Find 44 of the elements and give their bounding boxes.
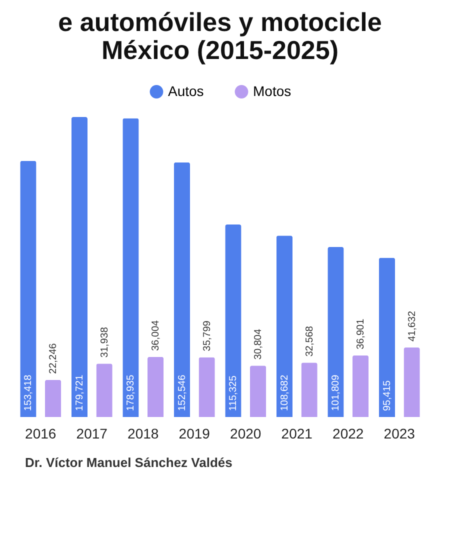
bar — [96, 364, 112, 417]
data-label: 31,938 — [99, 326, 110, 358]
data-label: 178,935 — [126, 374, 137, 411]
data-label: 179,721 — [74, 374, 86, 411]
bar — [328, 247, 344, 417]
data-label: 152,546 — [176, 374, 188, 411]
data-label: 95,415 — [382, 380, 393, 411]
x-tick-label: 2020 — [230, 426, 262, 442]
data-label: 101,809 — [330, 374, 342, 411]
legend-label: Motos — [253, 82, 292, 99]
bar — [44, 380, 62, 417]
bar — [301, 362, 318, 417]
x-tick-label: 2022 — [332, 426, 364, 442]
data-label: 36,901 — [356, 318, 367, 350]
bar — [122, 118, 139, 417]
bar — [250, 366, 266, 417]
legend-label: Autos — [168, 82, 204, 99]
bar — [20, 160, 36, 417]
x-tick-label: 2018 — [128, 426, 159, 442]
x-tick-label: 2016 — [25, 426, 56, 442]
data-label: 30,804 — [253, 328, 264, 360]
bar — [276, 236, 293, 417]
bar — [147, 356, 164, 417]
bar — [378, 258, 396, 417]
x-tick-label: 2023 — [384, 426, 416, 442]
data-label: 35,799 — [202, 320, 213, 352]
data-label: 32,568 — [304, 326, 316, 357]
bar — [174, 162, 190, 417]
bar — [71, 117, 88, 417]
data-label: 115,325 — [228, 375, 240, 411]
data-label: 108,682 — [279, 374, 290, 411]
chart-title: e automóviles y motocicle México (2015-2025) — [58, 7, 382, 65]
bar — [225, 224, 242, 417]
bar — [198, 357, 215, 417]
text: Dr. Víctor Manuel Sánchez Valdés — [25, 455, 234, 470]
x-tick-label: 2021 — [281, 426, 313, 442]
x-tick-label: 2019 — [178, 426, 210, 442]
data-label: 36,004 — [150, 320, 162, 351]
data-label: 153,418 — [23, 374, 34, 411]
data-label: 22,246 — [48, 342, 60, 374]
bar — [352, 355, 369, 417]
data-label: 41,632 — [406, 310, 418, 342]
x-tick-label: 2017 — [76, 426, 108, 442]
bar — [404, 348, 420, 417]
